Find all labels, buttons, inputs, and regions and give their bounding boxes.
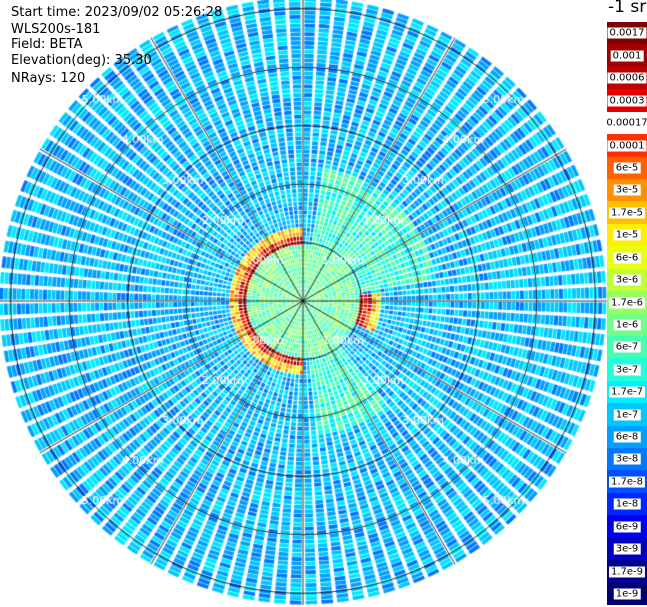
colorbar-tick-label: 3e-5 [613,184,641,196]
colorbar-swatch: 3e-7 [607,358,647,382]
nrays-label: NRays: 120 [11,71,86,86]
instrument-label: WLS200s-181 [11,22,101,37]
colorbar-tick-label: 1e-6 [613,319,641,331]
colorbar-swatch: 1.7e-7 [607,380,647,404]
colorbar-swatch: 0.0001 [607,134,647,158]
colorbar-swatch: 1e-5 [607,223,647,247]
elevation-label: Elevation(deg): 35.30 [11,53,152,68]
colorbar-title: -1 sr [608,0,647,17]
colorbar-swatch: 6e-9 [607,515,647,539]
colorbar-tick-label: 0.00017 [604,117,647,129]
colorbar-tick-label: 1e-5 [613,229,641,241]
colorbar-swatch: 3e-5 [607,178,647,202]
colorbar-tick-label: 1.7e-6 [608,297,646,309]
colorbar-swatch: 1.7e-8 [607,470,647,494]
colorbar-swatch: 1e-6 [607,313,647,337]
colorbar-tick-label: 3e-6 [613,274,641,286]
field-label: Field: BETA [11,37,83,52]
colorbar-tick-label: 3e-8 [613,453,641,465]
colorbar-swatch: 1.7e-6 [607,291,647,314]
colorbar-swatch: 0.001 [607,44,647,68]
colorbar-swatch: 1.7e-9 [607,560,647,584]
colorbar-tick-label: 1e-7 [613,409,641,421]
colorbar-swatch: 6e-8 [607,425,647,449]
colorbar-tick-label: 1e-8 [613,498,641,510]
colorbar-tick-label: 0.0006 [607,72,647,84]
colorbar-swatch: 6e-7 [607,335,647,359]
colorbar-tick-label: 1.7e-9 [608,566,646,578]
colorbar-swatch: 1.7e-5 [607,201,647,225]
colorbar-swatch: 6e-6 [607,246,647,270]
colorbar-tick-label: 6e-8 [613,431,641,443]
colorbar-swatch: 1e-7 [607,403,647,427]
colorbar-tick-label: 0.0001 [607,140,647,152]
colorbar-tick-label: 6e-7 [613,341,641,353]
colorbar-tick-label: 1.7e-5 [608,207,646,219]
colorbar-tick-label: 6e-9 [613,521,641,533]
colorbar-swatch: 1e-8 [607,492,647,516]
colorbar-tick-label: 6e-6 [613,252,641,264]
colorbar-swatch: 1e-9 [607,582,647,606]
colorbar-swatch: 0.00017 [604,111,647,135]
colorbar-tick-label: 1e-9 [613,588,641,600]
colorbar-tick-label: 1.7e-7 [608,386,646,398]
colorbar-swatch: 6e-5 [607,156,647,180]
colorbar-tick-label: 3e-7 [613,364,641,376]
colorbar-tick-label: 0.0017 [607,27,647,39]
colorbar-swatch: 3e-9 [607,537,647,561]
colorbar-swatch: 3e-6 [607,268,647,292]
colorbar-tick-label: 0.0003 [607,95,647,107]
colorbar-swatch: 3e-8 [607,448,647,471]
colorbar-swatch: 0.0003 [607,89,647,113]
colorbar-tick-label: 3e-9 [613,543,641,555]
colorbar-tick-label: 6e-5 [613,162,641,174]
colorbar-tick-label: 0.001 [610,50,644,62]
colorbar-tick-label: 1.7e-8 [608,476,646,488]
colorbar-swatch: 0.0006 [607,66,647,90]
start-time-label: Start time: 2023/09/02 05:26:28 [11,5,223,20]
colorbar-swatch: 0.0017 [607,22,647,45]
